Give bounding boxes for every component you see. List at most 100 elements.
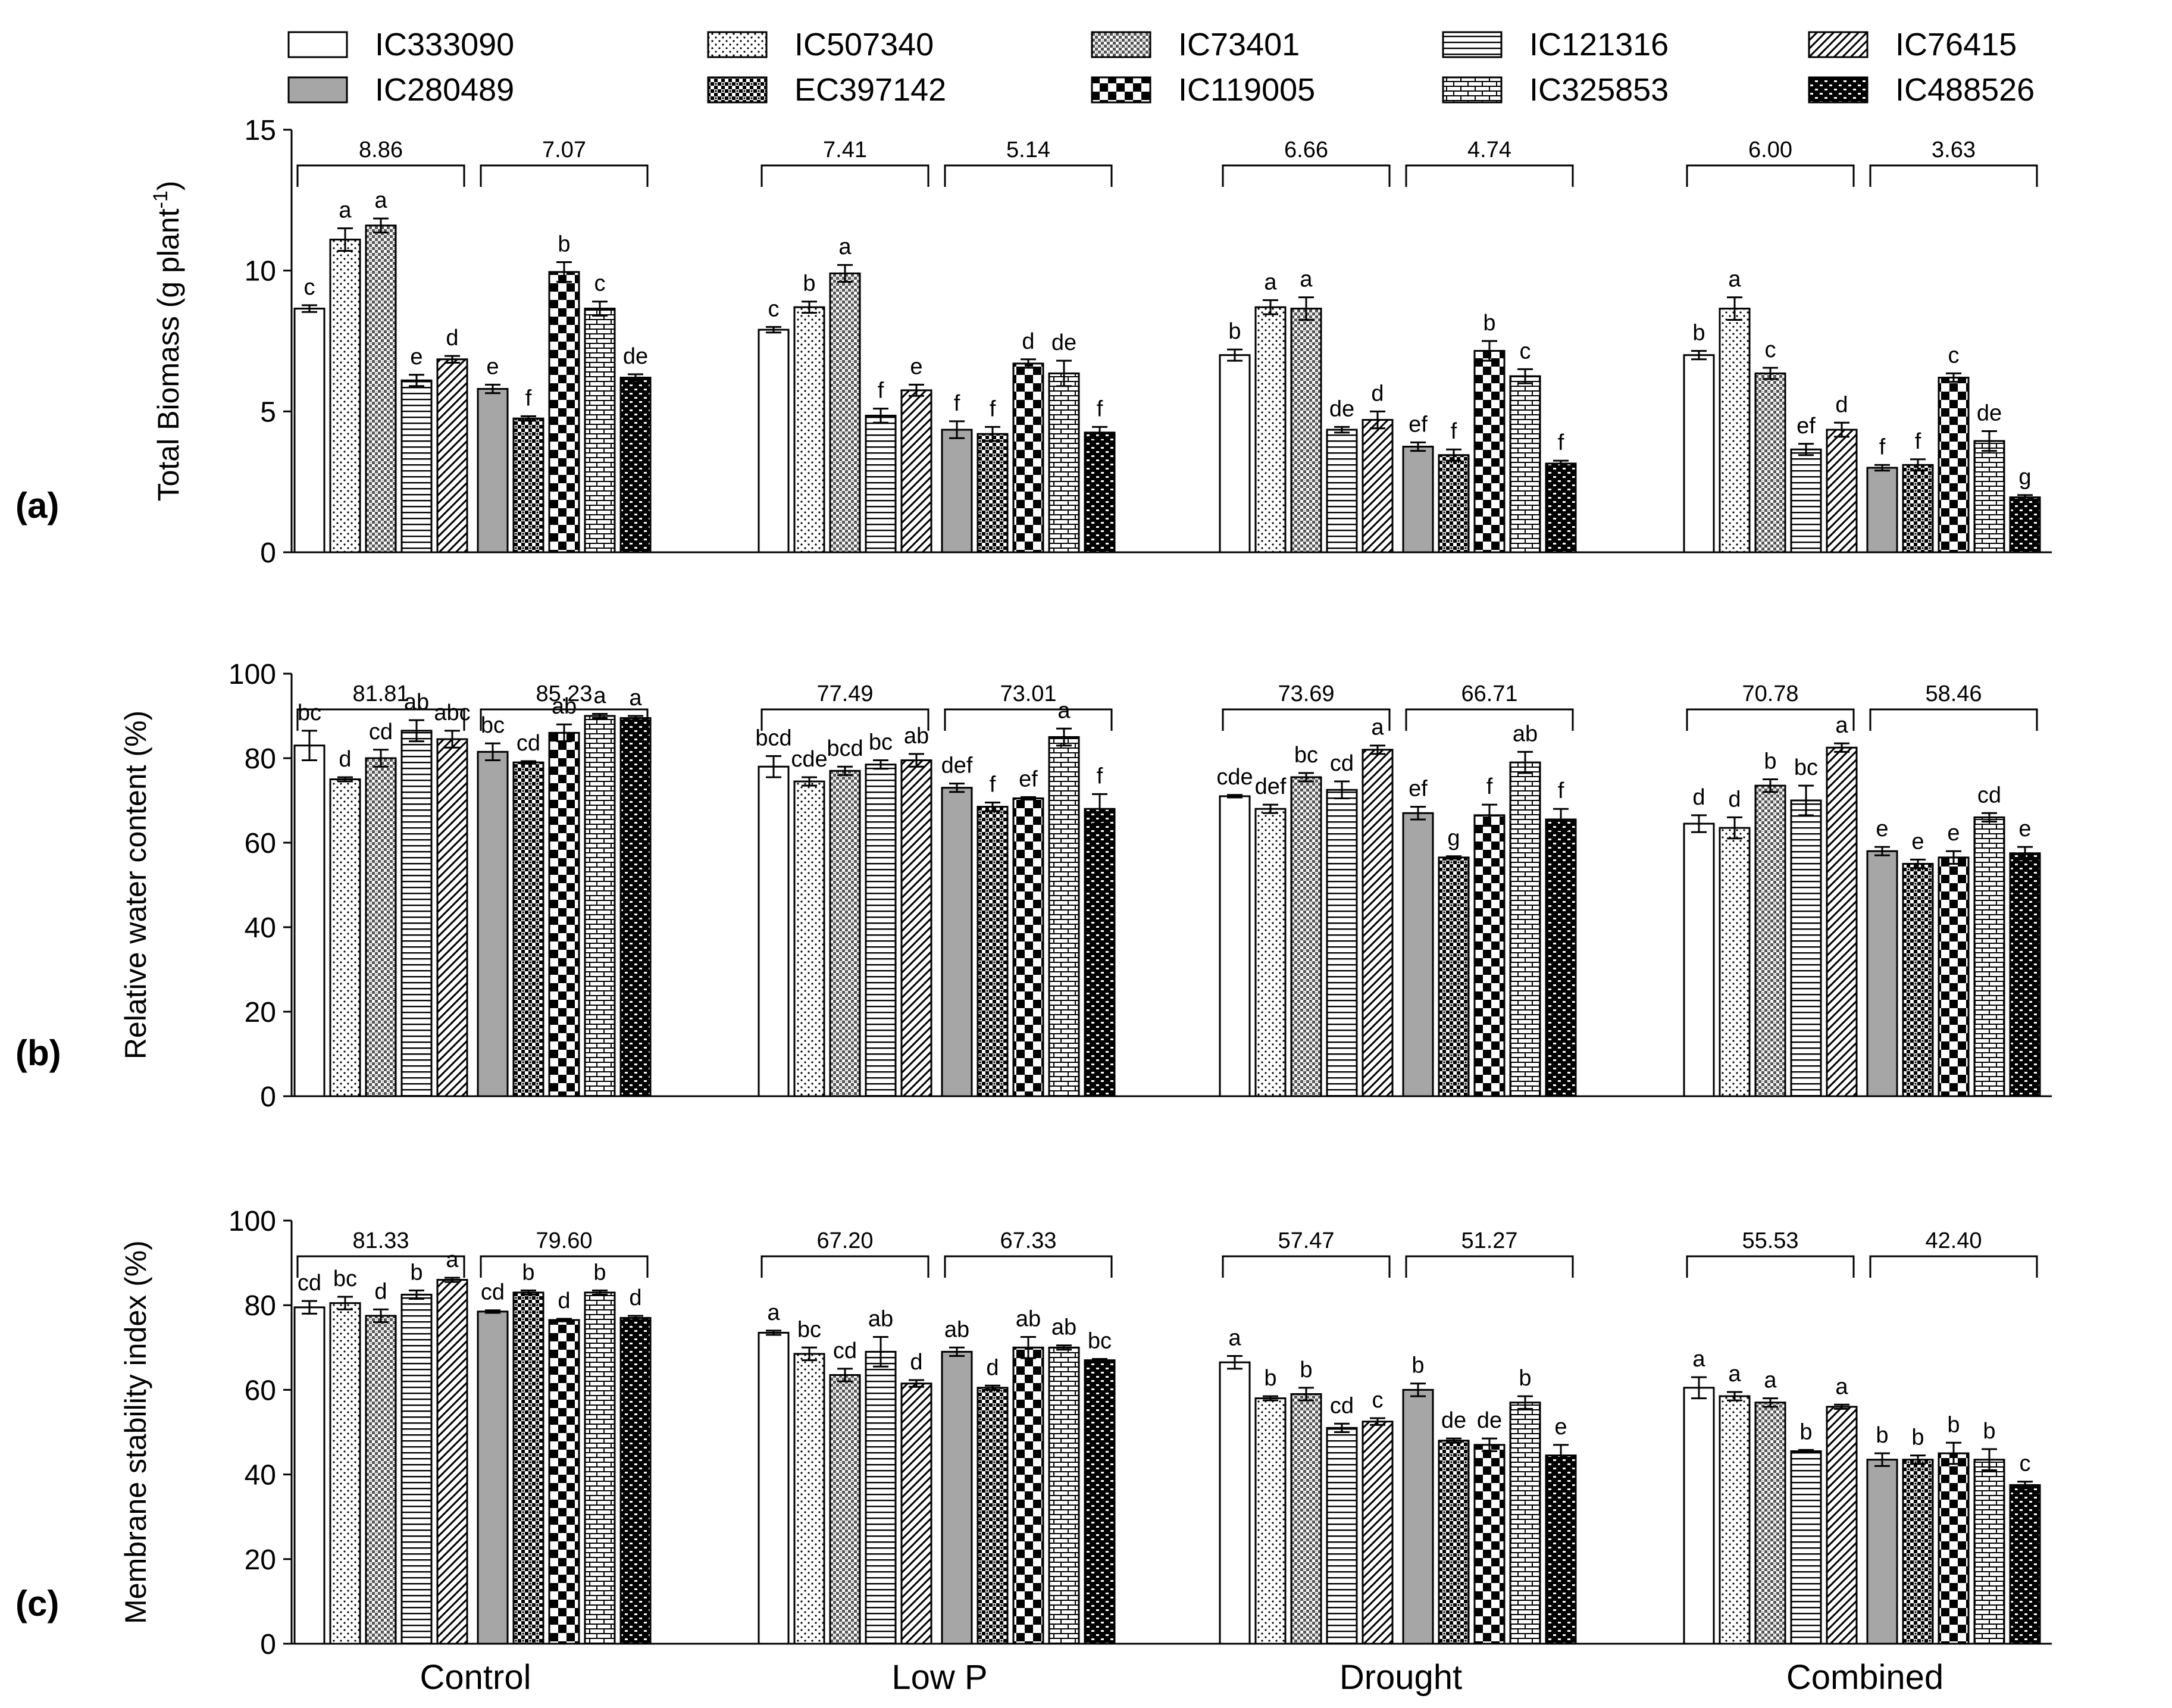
significance-letter: cd (1330, 1393, 1354, 1418)
bar-group-ic488526: d (619, 1285, 652, 1645)
significance-letter: e (1947, 821, 1960, 846)
bar-ic488526 (619, 1317, 652, 1645)
bar-ic119005 (548, 271, 580, 553)
bar-ic333090 (758, 1331, 790, 1645)
bar-ec397142 (512, 1291, 544, 1645)
significance-letter: b (1947, 1412, 1960, 1437)
bar-group-ic333090: c (758, 296, 790, 553)
bar-ec397142 (977, 433, 1009, 553)
bar-group-ic73401: b (1754, 749, 1786, 1097)
mean-bracket (944, 164, 1113, 187)
subgroup-mean-label: 42.40 (1925, 1228, 1982, 1253)
bar-ic325853 (1973, 1459, 2005, 1645)
bar-ic280489 (477, 387, 509, 553)
bar-group-ic280489: f (941, 391, 973, 553)
bar-ic119005 (1473, 350, 1506, 553)
bar-ic280489 (477, 1310, 509, 1645)
legend-item-ic325853: IC325853 (1442, 72, 1669, 108)
bar-group-ic76415: d (436, 326, 468, 553)
mean-bracket (480, 708, 649, 731)
significance-letter: d (1692, 785, 1705, 810)
bar-ic73401 (829, 272, 861, 553)
bar-group-ic73401: bc (1290, 743, 1322, 1097)
bar-group-ic333090: c (293, 275, 326, 553)
legend-item-ic507340: IC507340 (707, 27, 934, 62)
bar-ec397142 (1438, 454, 1470, 553)
bar-group-ic280489: f (1866, 434, 1898, 553)
significance-letter: bc (298, 700, 321, 725)
subgroup-mean-label: 73.69 (1278, 681, 1334, 706)
subgroup-mean-label: 57.47 (1278, 1228, 1334, 1253)
bar-ec397142 (1902, 464, 1934, 553)
bar-ic121316 (400, 730, 433, 1097)
bar-group-ic488526: f (1545, 778, 1577, 1097)
mean-bracket (1686, 1255, 1855, 1278)
bar-group-ic507340: a (1254, 270, 1287, 553)
bar-ic76415 (1362, 419, 1394, 553)
bar-ic121316 (400, 1293, 433, 1645)
bar-group-ic119005: b (1938, 1412, 1970, 1645)
bar-group-ic280489: bc (477, 713, 509, 1097)
chart-legend: IC333090 IC280489 IC507340 EC397142 IC73401 I… (287, 27, 2035, 108)
subgroup-mean-label: 7.41 (823, 137, 867, 162)
legend-item-ic121316: IC121316 (1442, 27, 1669, 62)
significance-letter: f (1879, 434, 1886, 459)
mean-bracket (944, 708, 1113, 731)
bar-group-ic333090: a (1219, 1326, 1251, 1645)
mean-bracket (296, 708, 465, 731)
bar-ic488526 (2009, 852, 2041, 1097)
significance-letter: b (1764, 749, 1776, 774)
significance-letter: cd (1977, 783, 2001, 808)
bar-group-ic119005: f (1473, 774, 1506, 1097)
bar-group-ic488526: c (2009, 1452, 2041, 1645)
significance-letter: f (954, 391, 960, 416)
significance-letter: b (1911, 1425, 1924, 1450)
bar-ic121316 (1326, 1427, 1358, 1645)
significance-letter: d (339, 747, 351, 772)
bar-ic76415 (1362, 1421, 1394, 1645)
y-tick-label: 80 (245, 743, 276, 775)
significance-letter: bc (1088, 1328, 1112, 1353)
bar-ic119005 (1473, 814, 1506, 1097)
bar-ic325853 (1048, 372, 1080, 553)
significance-letter: b (1519, 1366, 1531, 1391)
significance-letter: b (803, 271, 815, 296)
significance-letter: bc (333, 1266, 357, 1291)
bar-group-ic280489: b (1866, 1423, 1898, 1645)
bar-ec397142 (1902, 863, 1934, 1097)
significance-letter: b (1483, 311, 1495, 336)
legend-label: IC507340 (794, 27, 934, 62)
bar-ic76415 (436, 738, 468, 1097)
bar-ic488526 (1545, 462, 1577, 553)
significance-letter: cd (517, 731, 540, 756)
legend-swatch (1808, 76, 1869, 104)
significance-letter: bcd (827, 736, 863, 761)
significance-letter: a (1764, 1368, 1777, 1393)
bar-ic507340 (793, 780, 825, 1097)
bar-group-ic76415: d (1362, 381, 1394, 553)
significance-letter: e (2018, 817, 2031, 842)
legend-swatch (287, 76, 348, 104)
bar-ic507340 (1254, 1397, 1287, 1645)
y-tick-label: 0 (260, 537, 276, 569)
bar-ic488526 (1084, 808, 1116, 1097)
bar-ic76415 (1826, 428, 1858, 553)
bar-group-ic325853: b (1973, 1419, 2005, 1645)
x-category-combined: Combined (1786, 1658, 1943, 1697)
bar-group-ic280489: e (477, 354, 509, 553)
bar-group-ic280489: b (1402, 1353, 1434, 1645)
significance-letter: c (1765, 337, 1776, 362)
x-category-control: Control (420, 1658, 531, 1697)
bar-group-ic119005: ab (1012, 1307, 1044, 1645)
subgroup-combined-2: f f c de g 3.63 (1866, 137, 2041, 553)
subgroup-mean-label: 8.86 (359, 137, 403, 162)
legend-item-ic76415: IC76415 (1808, 27, 2017, 62)
bar-ic73401 (1290, 308, 1322, 553)
bar-group-ic76415: abc (434, 700, 471, 1097)
bar-group-ic280489: ef (1402, 777, 1434, 1097)
y-axis-label: Membrane stability index (%) (119, 1240, 152, 1624)
bar-ic119005 (1938, 1452, 1970, 1645)
bar-ic119005 (548, 1319, 580, 1645)
